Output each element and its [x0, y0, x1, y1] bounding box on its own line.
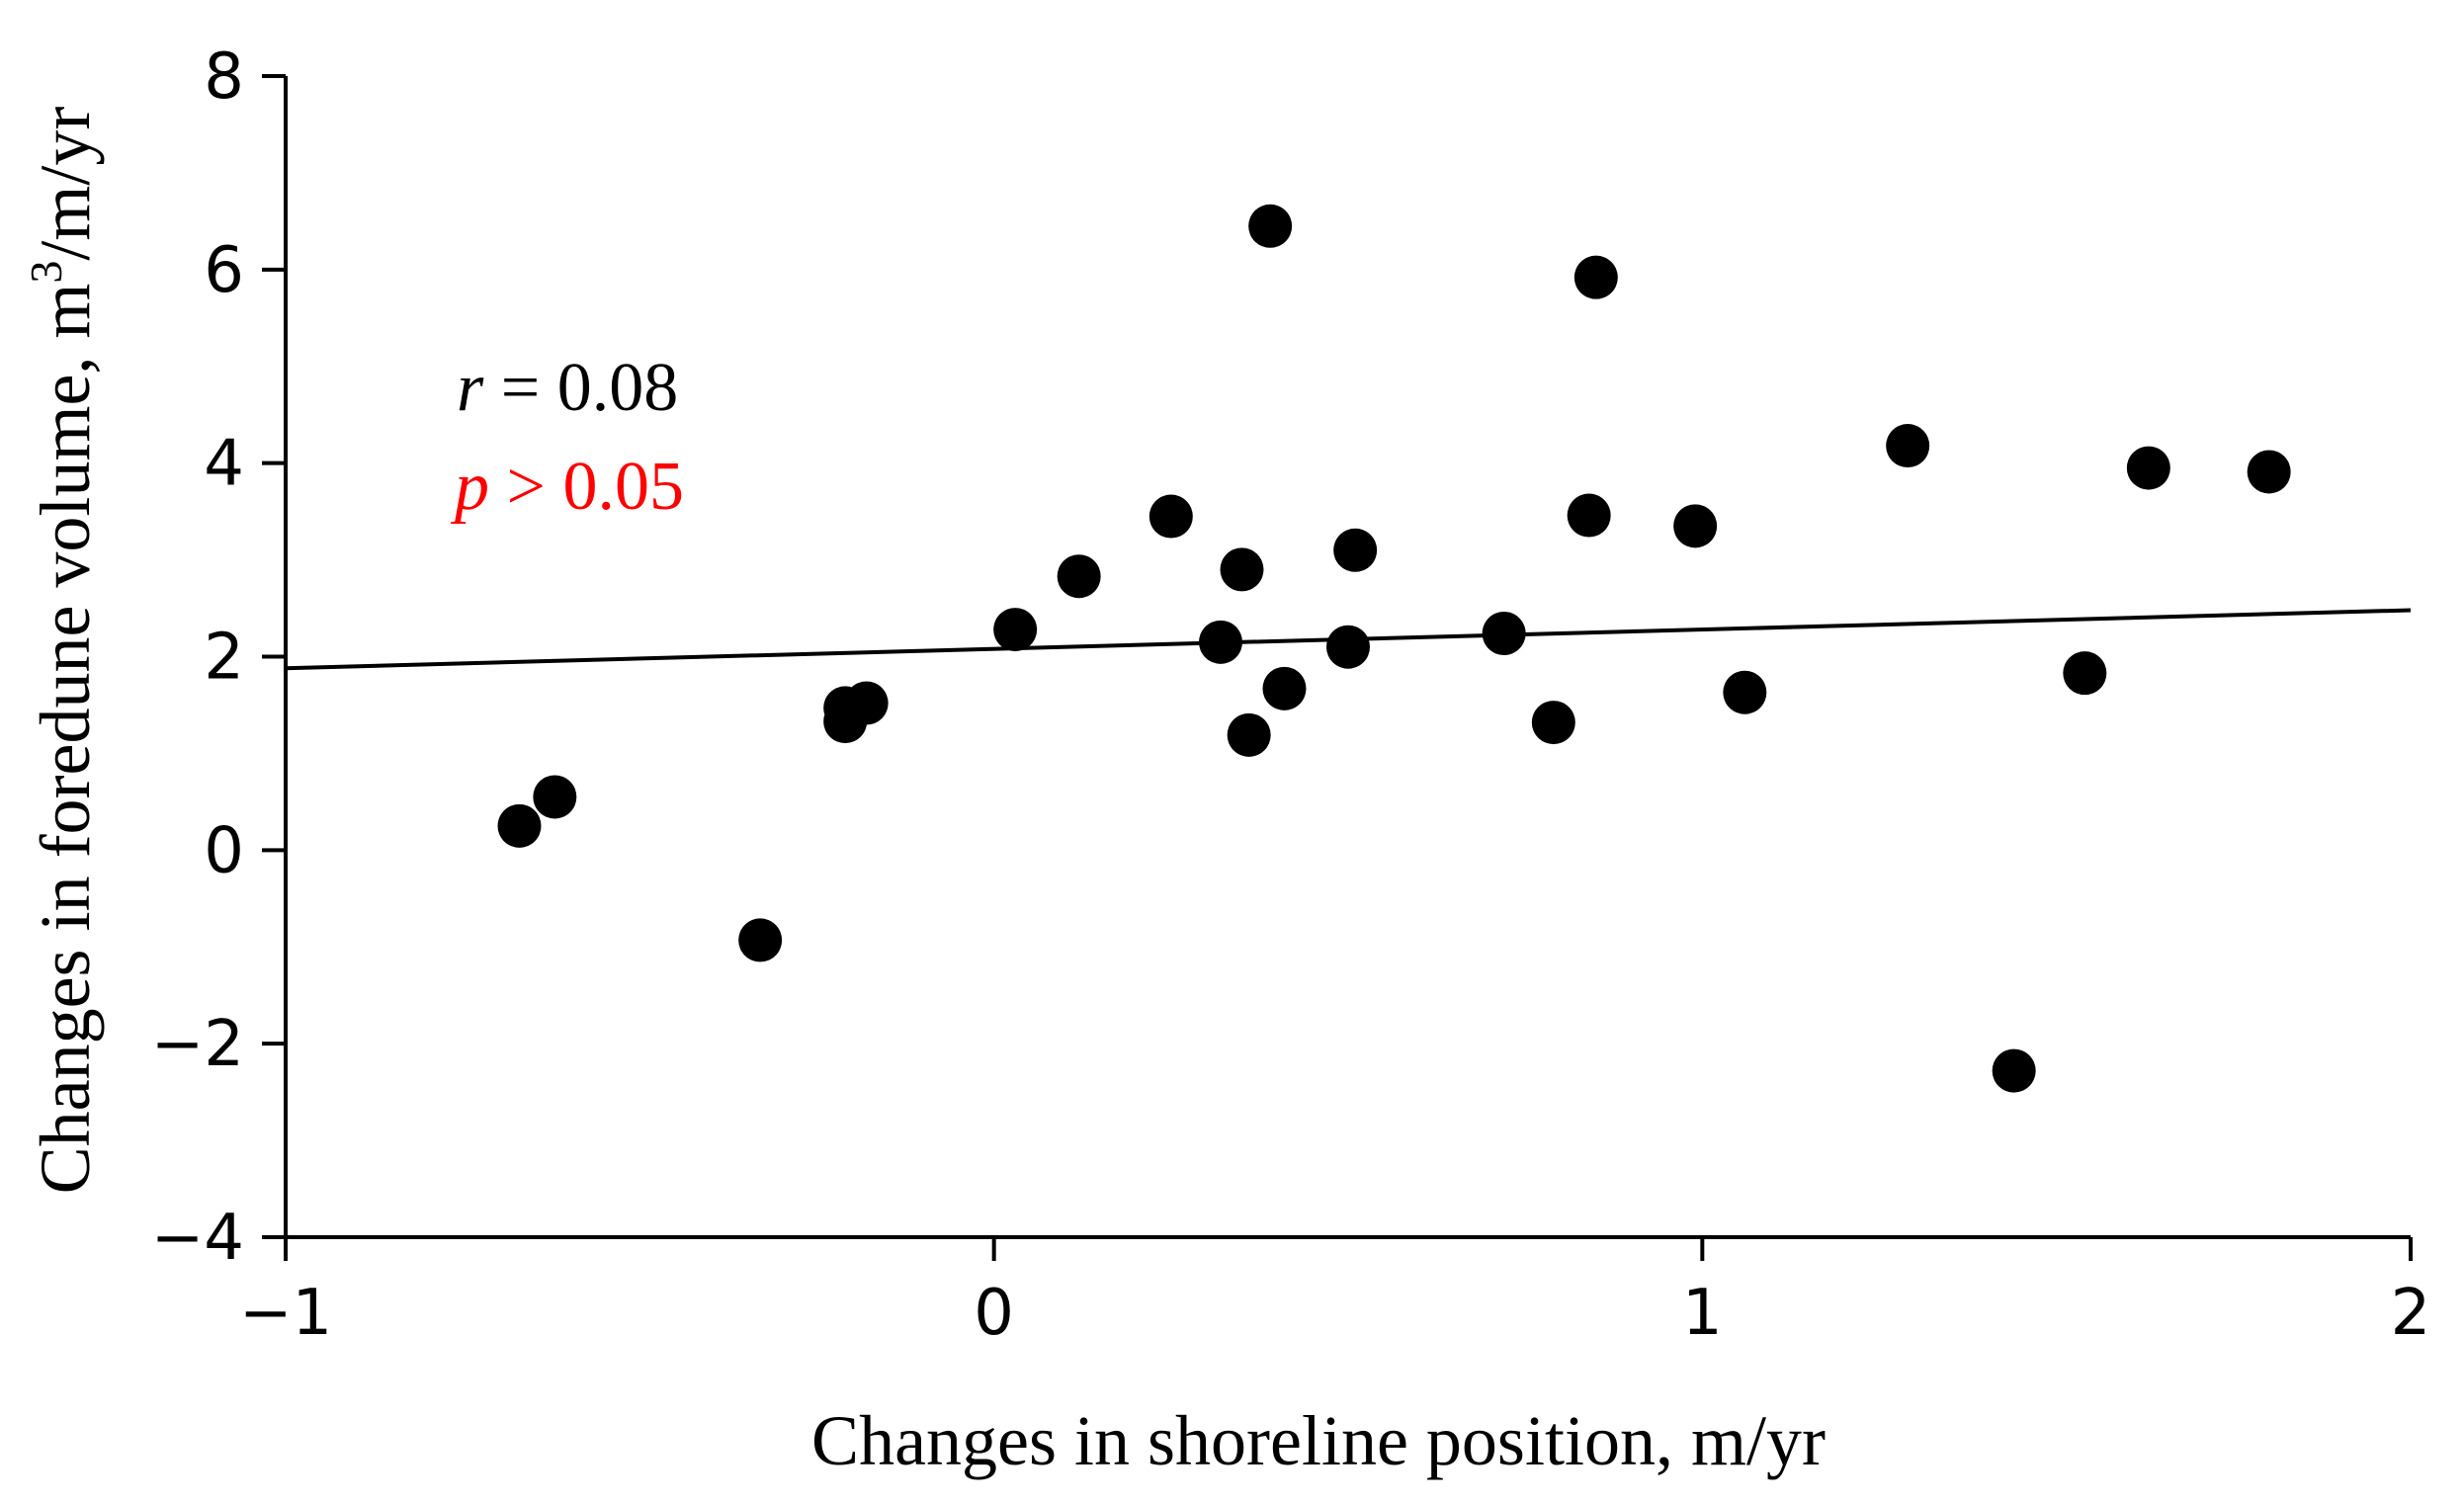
- y-axis-title-main: Changes in foredune volume, m: [26, 284, 105, 1195]
- data-point: [1227, 712, 1271, 757]
- x-tick-label: 0: [974, 1277, 1014, 1350]
- data-point: [2247, 450, 2291, 494]
- y-tick-label: 4: [204, 428, 244, 501]
- p-symbol: p: [450, 449, 489, 525]
- data-point: [844, 681, 889, 725]
- p-value: > 0.05: [489, 449, 684, 525]
- data-point: [2126, 446, 2170, 490]
- data-point: [1567, 493, 1611, 538]
- data-point: [1482, 612, 1526, 655]
- y-tick-label: 2: [204, 622, 244, 695]
- data-point: [1220, 547, 1264, 592]
- axes: −4 −2 0 2 4 6 8 −1 0 1 2: [151, 41, 2431, 1350]
- data-point: [1262, 666, 1307, 710]
- y-tick-label: 0: [204, 814, 244, 887]
- y-tick-label: 8: [204, 41, 244, 114]
- data-point: [1531, 701, 1575, 745]
- data-point: [1148, 494, 1193, 539]
- y-axis-title-superscript: 3: [21, 261, 71, 284]
- data-point: [533, 775, 577, 819]
- data-point: [1723, 670, 1767, 714]
- y-axis-title: Changes in foredune volume, m3/m/yr: [21, 107, 105, 1195]
- data-point: [2063, 651, 2107, 696]
- r-symbol: r: [457, 350, 484, 426]
- data-point: [1886, 424, 1930, 468]
- x-tick-label: 2: [2391, 1277, 2431, 1350]
- data-point: [738, 918, 783, 962]
- x-tick-label: 1: [1682, 1277, 1723, 1350]
- data-point: [497, 803, 542, 848]
- data-point: [1573, 255, 1618, 299]
- y-axis-title-suffix: /m/yr: [26, 107, 105, 261]
- data-point: [1673, 504, 1718, 548]
- p-annotation: p > 0.05: [450, 449, 684, 525]
- y-tick-label: −4: [151, 1202, 244, 1275]
- data-points: [497, 204, 2291, 1093]
- data-point: [993, 608, 1038, 652]
- data-point: [1248, 204, 1293, 248]
- x-tick-label: −1: [239, 1277, 332, 1350]
- data-point: [1199, 620, 1242, 664]
- x-axis-title: Changes in shoreline position, m/yr: [811, 1401, 1826, 1480]
- y-tick-label: −2: [151, 1008, 244, 1081]
- r-value: = 0.08: [483, 350, 678, 426]
- data-point: [1326, 625, 1370, 669]
- data-point: [1333, 528, 1378, 572]
- r-annotation: r = 0.08: [457, 350, 678, 426]
- data-point: [1992, 1048, 2036, 1093]
- data-point: [1057, 554, 1101, 599]
- y-tick-label: 6: [204, 234, 244, 307]
